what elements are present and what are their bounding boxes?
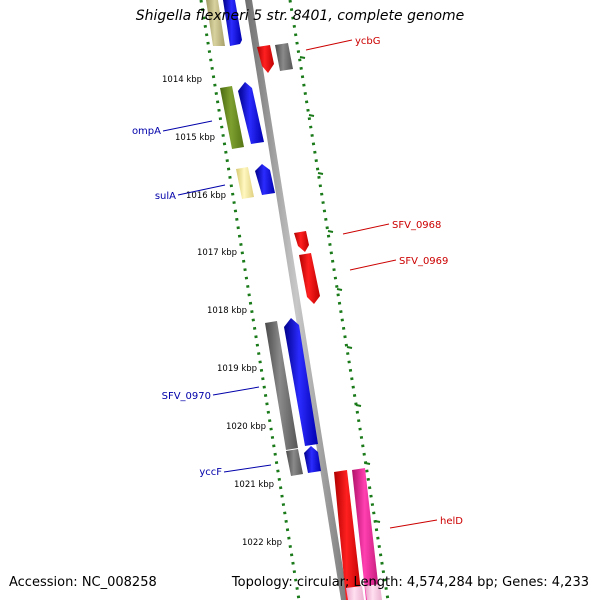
- gene-label-SFV_0970[interactable]: SFV_0970: [162, 391, 211, 402]
- gene-feature[interactable]: [255, 164, 275, 195]
- scale-major-tick: [355, 404, 362, 407]
- gene-label-sulA[interactable]: sulA: [155, 191, 176, 202]
- scale-tick-labels: 1014 kbp 1015 kbp 1016 kbp 1017 kbp 1018…: [162, 75, 282, 548]
- scale-tick-label: 1016 kbp: [186, 191, 226, 201]
- gene-feature[interactable]: [223, 0, 242, 46]
- leader-line-SFV_0970: [212, 386, 260, 396]
- gene-label-ompA[interactable]: ompA: [132, 126, 161, 137]
- gene-feature[interactable]: [236, 167, 254, 199]
- gene-label-SFV_0968[interactable]: SFV_0968: [392, 220, 441, 231]
- gene-feature[interactable]: [284, 318, 318, 446]
- scale-major-tick: [374, 520, 381, 523]
- gene-feature[interactable]: [265, 321, 298, 450]
- label-leader-lines: [162, 39, 438, 529]
- scale-tick-label: 1019 kbp: [217, 364, 257, 374]
- scale-tick-label: 1018 kbp: [207, 306, 247, 316]
- leader-line-ycbG: [305, 39, 353, 51]
- scale-major-tick: [364, 462, 371, 465]
- gene-feature[interactable]: [206, 0, 225, 46]
- leader-line-ompA: [162, 120, 213, 132]
- gene-feature[interactable]: [346, 586, 364, 600]
- gene-feature[interactable]: [286, 449, 303, 476]
- gene-labels: ycbG ompA sulA SFV_0968 SFV_0969 SFV_097…: [132, 36, 463, 527]
- genome-backbone: [245, 0, 348, 600]
- gene-feature[interactable]: [238, 82, 264, 144]
- gene-feature[interactable]: [352, 468, 380, 600]
- scale-major-tick: [308, 114, 315, 117]
- scale-tick-label: 1017 kbp: [197, 248, 237, 258]
- scale-tick-label: 1021 kbp: [234, 480, 274, 490]
- gene-feature[interactable]: [257, 45, 274, 73]
- scale-major-ticks: [299, 56, 381, 523]
- gene-label-SFV_0969[interactable]: SFV_0969: [399, 256, 448, 267]
- reverse-strand-genes: [206, 0, 321, 476]
- leader-line-yccF: [223, 464, 272, 473]
- gene-label-helD[interactable]: helD: [440, 516, 463, 527]
- leader-line-sulA: [177, 184, 226, 196]
- map-title: Shigella flexneri 5 str. 8401, complete …: [135, 8, 465, 24]
- scale-major-tick: [299, 56, 306, 59]
- gene-feature[interactable]: [299, 253, 320, 304]
- gene-feature[interactable]: [365, 584, 382, 600]
- scale-major-tick: [327, 230, 334, 233]
- scale-major-tick: [336, 288, 343, 291]
- gene-label-ycbG[interactable]: ycbG: [355, 36, 381, 47]
- forward-strand-genes: [257, 43, 382, 600]
- scale-tick-label: 1020 kbp: [226, 422, 266, 432]
- gene-feature[interactable]: [294, 231, 309, 252]
- scale-tick-label: 1022 kbp: [242, 538, 282, 548]
- backbone-strand: [245, 0, 348, 600]
- scale-tick-label: 1015 kbp: [175, 133, 215, 143]
- leader-line-helD: [389, 519, 438, 529]
- accession-text: Accession: NC_008258: [9, 575, 157, 590]
- topology-text: Topology: circular; Length: 4,574,284 bp…: [231, 575, 589, 590]
- gene-feature[interactable]: [304, 446, 321, 473]
- scale-major-tick: [317, 172, 324, 175]
- gene-feature[interactable]: [220, 86, 244, 149]
- leader-line-SFV_0968: [342, 223, 390, 235]
- scale-tick-label: 1014 kbp: [162, 75, 202, 85]
- leader-line-SFV_0969: [349, 259, 397, 271]
- gene-label-yccF[interactable]: yccF: [199, 467, 222, 478]
- scale-major-tick: [346, 346, 353, 349]
- gene-feature[interactable]: [334, 470, 362, 600]
- gene-feature[interactable]: [275, 43, 293, 71]
